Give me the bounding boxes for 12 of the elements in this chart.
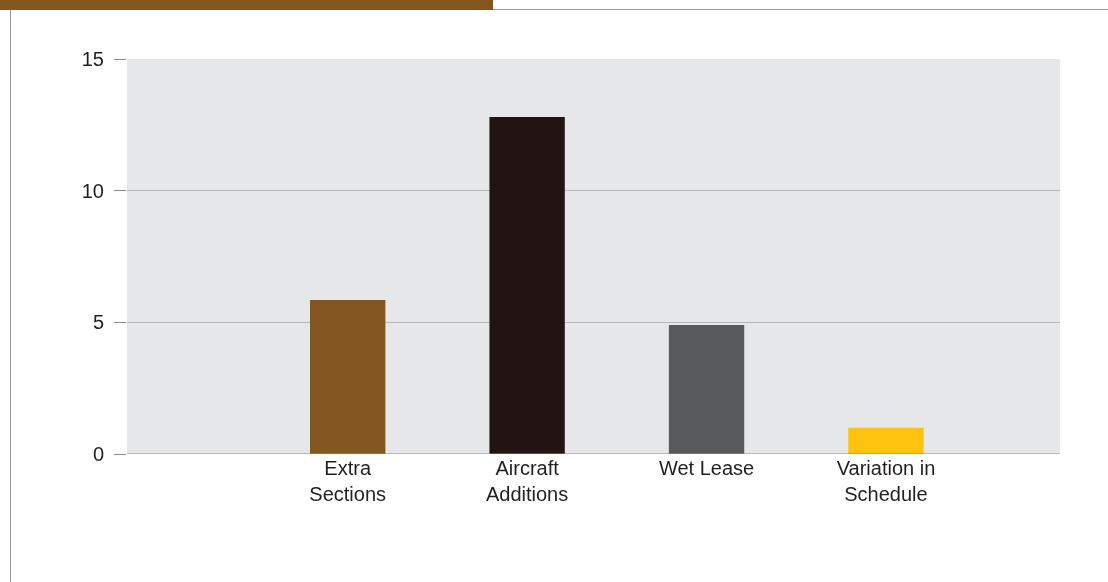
bar: [848, 427, 924, 454]
y-tick-label: 0: [92, 443, 104, 465]
y-tick-label: 15: [81, 48, 104, 70]
bar: [310, 299, 386, 454]
bar: [489, 116, 565, 454]
bar: [668, 324, 745, 454]
y-tick-label: 10: [81, 179, 104, 202]
x-tick-label: Extra Sections: [309, 457, 387, 505]
y-tick-label: 5: [92, 311, 104, 334]
x-tick-label: Wet Lease: [658, 457, 755, 479]
x-tick-label: Variation in Schedule: [836, 457, 936, 505]
x-tick-label: Aircraft Additions: [485, 457, 569, 505]
